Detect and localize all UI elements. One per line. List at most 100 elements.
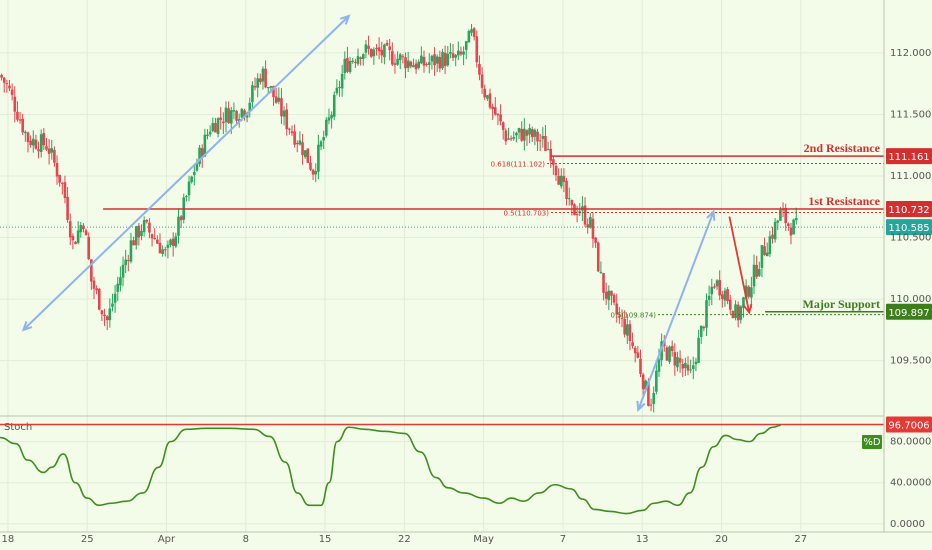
candle-body bbox=[731, 310, 735, 319]
candle-body bbox=[459, 51, 463, 55]
candle-body bbox=[620, 317, 624, 319]
candle-body bbox=[322, 137, 325, 141]
candle-body bbox=[771, 234, 774, 239]
candle-body bbox=[631, 342, 634, 346]
candle-body bbox=[87, 236, 91, 260]
candle-body bbox=[467, 31, 471, 43]
candle-body bbox=[293, 131, 296, 145]
candle-body bbox=[179, 216, 183, 221]
candle-body bbox=[261, 68, 265, 82]
candle-body bbox=[615, 303, 619, 315]
candle-body bbox=[295, 143, 299, 145]
candle-body bbox=[760, 245, 764, 268]
candle-body bbox=[354, 61, 357, 63]
candle-body bbox=[486, 95, 489, 99]
candle-body bbox=[710, 286, 714, 295]
candle-body bbox=[124, 259, 127, 266]
candle-body bbox=[449, 52, 452, 54]
candle-body bbox=[512, 137, 516, 139]
candle-body bbox=[332, 94, 336, 117]
candle-body bbox=[488, 93, 492, 108]
candle-body bbox=[380, 49, 384, 56]
candle-body bbox=[398, 54, 402, 61]
candle-body bbox=[39, 134, 43, 152]
candle-body bbox=[66, 196, 69, 220]
fib-label-1: 0.618(111.102) bbox=[491, 160, 546, 168]
stoch-overbought-badge bbox=[886, 416, 932, 433]
candle-body bbox=[301, 142, 304, 156]
candle-body bbox=[536, 131, 539, 142]
candle-body bbox=[649, 404, 653, 406]
candle-body bbox=[171, 238, 175, 246]
candle-body bbox=[222, 121, 225, 124]
candle-body bbox=[248, 102, 252, 112]
candle-body bbox=[623, 319, 626, 335]
candle-body bbox=[253, 86, 257, 88]
candle-body bbox=[517, 128, 521, 133]
level-label-1: 2nd Resistance bbox=[804, 141, 881, 155]
candle-body bbox=[10, 89, 14, 95]
candle-body bbox=[420, 55, 423, 64]
candle-body bbox=[422, 56, 426, 66]
candle-body bbox=[412, 65, 415, 68]
candle-body bbox=[728, 299, 732, 310]
candle-body bbox=[227, 108, 230, 124]
candle-body bbox=[206, 134, 209, 137]
candle-body bbox=[37, 149, 40, 152]
candle-body bbox=[541, 135, 545, 140]
candle-body bbox=[591, 218, 595, 239]
candle-body bbox=[475, 36, 479, 63]
candle-body bbox=[604, 291, 608, 299]
candle-body bbox=[47, 148, 51, 154]
candle-body bbox=[388, 46, 391, 51]
candle-body bbox=[602, 272, 605, 293]
candle-body bbox=[111, 303, 114, 307]
date-tick-label: May bbox=[473, 534, 494, 545]
target-arrow bbox=[728, 216, 751, 313]
candle-body bbox=[97, 288, 101, 310]
date-tick-label: 18 bbox=[2, 534, 15, 545]
candle-body bbox=[314, 171, 318, 175]
candle-body bbox=[240, 108, 244, 118]
trend-arrow-2 bbox=[637, 211, 715, 411]
candle-body bbox=[599, 271, 603, 273]
candle-body bbox=[446, 53, 450, 66]
candle-body bbox=[528, 128, 531, 135]
candle-body bbox=[385, 42, 389, 46]
candle-body bbox=[612, 294, 616, 303]
candle-body bbox=[264, 68, 267, 88]
candle-body bbox=[134, 226, 138, 246]
candle-body bbox=[121, 264, 125, 278]
candle-body bbox=[747, 286, 751, 297]
candle-body bbox=[16, 111, 19, 120]
stoch-tick-label: 40.0000 bbox=[890, 478, 931, 489]
candle-body bbox=[280, 98, 283, 117]
candle-body bbox=[681, 364, 685, 369]
candle-body bbox=[480, 74, 484, 88]
candle-body bbox=[259, 78, 262, 83]
candle-body bbox=[282, 110, 286, 117]
candle-body bbox=[443, 52, 447, 67]
candle-body bbox=[575, 214, 579, 216]
candle-body bbox=[103, 314, 106, 317]
candle-body bbox=[639, 358, 642, 374]
candle-body bbox=[203, 134, 207, 157]
candle-body bbox=[430, 55, 434, 62]
candle-body bbox=[216, 118, 220, 134]
candle-body bbox=[29, 140, 32, 146]
candle-body bbox=[13, 96, 17, 112]
candle-body bbox=[42, 133, 46, 146]
stoch-panel: Stoch bbox=[0, 415, 884, 515]
stoch-overbought-badge-text: 96.7006 bbox=[888, 420, 929, 431]
candle-body bbox=[361, 54, 365, 59]
candle-body bbox=[533, 129, 537, 137]
date-tick-label: 22 bbox=[398, 534, 411, 545]
candle-body bbox=[699, 325, 703, 337]
candle-body bbox=[697, 337, 700, 363]
candle-body bbox=[610, 290, 613, 296]
candle-body bbox=[726, 289, 729, 301]
candle-body bbox=[185, 196, 188, 198]
candle-body bbox=[161, 249, 164, 255]
candle-body bbox=[414, 63, 418, 70]
candle-body bbox=[779, 209, 782, 221]
